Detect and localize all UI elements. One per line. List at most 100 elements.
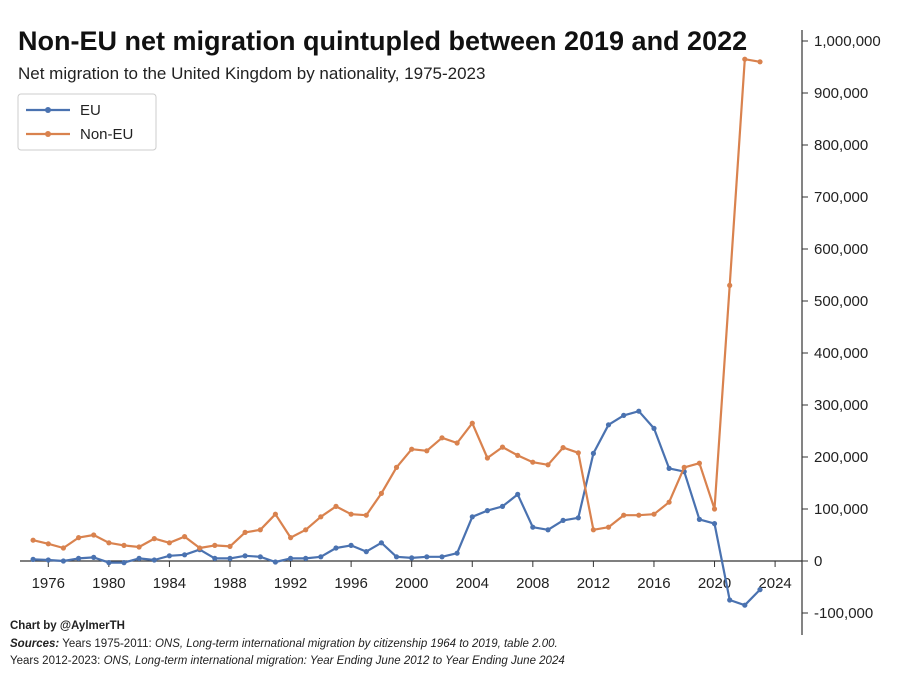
data-point [121, 542, 127, 549]
x-tick-label: 1984 [153, 575, 186, 592]
data-point [60, 558, 66, 564]
data-point [651, 511, 657, 517]
data-point [469, 420, 475, 426]
data-point [166, 553, 172, 559]
y-tick-label: 300,000 [814, 397, 868, 414]
data-point [727, 282, 733, 288]
data-point [333, 545, 339, 551]
data-point [76, 555, 82, 562]
data-point [439, 554, 445, 560]
y-tick-label: 100,000 [814, 501, 868, 518]
data-point [45, 541, 51, 547]
chart-title: Non-EU net migration quintupled between … [18, 26, 747, 56]
y-tick-label: 200,000 [814, 449, 868, 466]
x-tick-label: 2008 [516, 575, 549, 592]
data-point [30, 556, 36, 563]
data-point [272, 511, 278, 517]
y-tick-label: 700,000 [814, 189, 868, 206]
data-point [530, 459, 536, 465]
x-tick-label: 1996 [334, 575, 367, 592]
data-point [454, 440, 460, 446]
sources-1-prefix: Years 1975-2011: [62, 638, 152, 650]
data-point [469, 514, 475, 520]
y-tick-label: 900,000 [814, 85, 868, 102]
data-point [91, 554, 97, 561]
sources-2-prefix: Years 2012-2023: [10, 655, 101, 667]
y-tick-label: 600,000 [814, 241, 868, 258]
data-point [560, 517, 566, 524]
data-point [515, 452, 521, 458]
data-point [530, 524, 536, 530]
data-point [257, 527, 263, 533]
data-point [182, 552, 188, 558]
data-point [424, 554, 430, 560]
data-point [333, 503, 339, 509]
data-point [621, 512, 627, 518]
x-tick-label: 2000 [395, 575, 428, 592]
y-tick-label: 800,000 [814, 137, 868, 154]
series-eu [30, 408, 763, 608]
data-point [727, 597, 733, 603]
data-point [91, 532, 97, 538]
data-point [318, 514, 324, 520]
sources-label: Sources: [10, 638, 60, 650]
legend-item-non-eu[interactable]: Non-EU [26, 126, 133, 143]
data-point [742, 602, 748, 608]
data-point [151, 536, 157, 542]
data-point [378, 490, 384, 496]
data-point [575, 450, 581, 456]
data-point [666, 499, 672, 505]
data-point [212, 555, 218, 562]
x-tick-label: 2024 [758, 575, 791, 592]
data-point [545, 527, 551, 533]
y-tick-label: 1,000,000 [814, 33, 881, 50]
legend-item-eu[interactable]: EU [26, 102, 101, 119]
sources-2-ref: ONS, Long-term international migration: … [103, 655, 565, 667]
sources-1-ref: ONS, Long-term international migration b… [154, 638, 558, 650]
data-point [136, 555, 142, 562]
data-point [545, 462, 551, 468]
data-point [288, 555, 294, 562]
data-point [348, 511, 354, 517]
data-point [378, 540, 384, 546]
data-point [742, 56, 748, 62]
data-point [227, 543, 233, 550]
x-tick-label: 2016 [637, 575, 670, 592]
data-point [363, 549, 369, 555]
y-tick-label: 400,000 [814, 345, 868, 362]
x-tick-label: 2020 [698, 575, 731, 592]
data-point [696, 460, 703, 466]
legend-swatch-marker [45, 107, 51, 113]
chart-credit: Chart by @AylmerTH [10, 620, 125, 632]
sources-line-1: Sources: Years 1975-2011: ONS, Long-term… [10, 638, 558, 650]
axes: 1976 1980 1984 1988 1992 1996 2000 2004 2008 2012… [20, 30, 881, 635]
series-non-eu [30, 56, 763, 551]
data-point [454, 550, 460, 556]
y-tick-label: -100,000 [814, 605, 873, 622]
data-point [242, 553, 248, 559]
data-point [151, 557, 157, 563]
data-point [757, 59, 763, 65]
data-point [711, 506, 718, 512]
data-point [711, 521, 718, 527]
data-point [212, 542, 218, 549]
data-point [499, 444, 506, 450]
data-point [605, 524, 612, 530]
data-point [121, 560, 127, 566]
data-point [166, 540, 172, 546]
legend-label: EU [80, 102, 101, 119]
data-point [60, 545, 66, 551]
legend[interactable]: EU Non-EU [17, 93, 157, 151]
data-point [242, 529, 248, 536]
data-point [76, 535, 82, 541]
credit-text: Chart by @AylmerTH [10, 620, 125, 632]
x-tick-label: 1980 [92, 575, 125, 592]
data-point [515, 491, 521, 497]
data-point [590, 527, 597, 533]
x-tick-label: 1988 [213, 575, 246, 592]
legend-label: Non-EU [80, 126, 133, 143]
data-point [651, 425, 657, 431]
data-point [560, 445, 566, 451]
data-point [45, 557, 51, 563]
data-point [409, 446, 415, 452]
